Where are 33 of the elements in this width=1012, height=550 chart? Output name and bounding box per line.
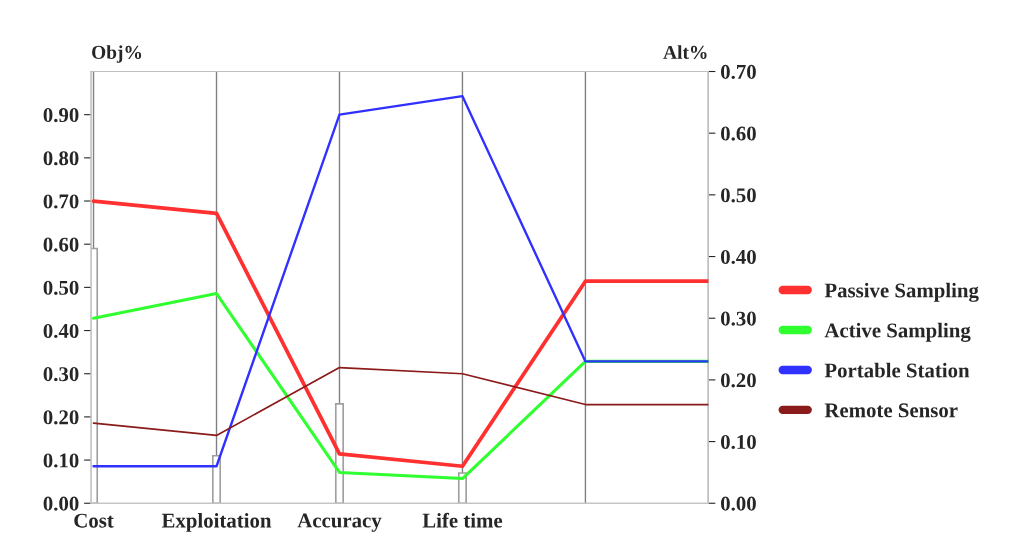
x-tick-label: Life time [422, 512, 503, 528]
line-series [92, 366, 709, 437]
y-tick-label: 0.30 [43, 367, 79, 382]
y2-tick-label: 0.50 [721, 188, 756, 203]
y-tick-label: 0.10 [43, 453, 79, 468]
bar [211, 454, 222, 504]
x-tick-label: Accuracy [297, 513, 382, 532]
y2-tick-label: 0.00 [721, 496, 756, 511]
y-tick-label: 0.90 [43, 108, 79, 123]
y2-tick-label: 0.30 [721, 311, 756, 326]
y2-tick-label: 0.40 [721, 249, 756, 265]
y-tick-label: 0.20 [43, 410, 79, 425]
line-series [92, 94, 709, 468]
y2-tick-label: 0.60 [721, 126, 756, 141]
line-series [91, 199, 709, 469]
x-tick-label: Exploitation [161, 512, 272, 532]
legend-label: Active Sampling [824, 322, 971, 342]
y-tick-label: 0.80 [43, 151, 79, 166]
y-tick-label: 0.50 [43, 280, 79, 295]
legend-label: Portable Station [824, 362, 970, 378]
y2-tick-label: 0.20 [721, 373, 756, 388]
y-tick-label: 0.70 [43, 194, 79, 209]
x-tick-label: Cost [74, 513, 114, 528]
y2-tick-label: 0.10 [721, 434, 756, 450]
y-axis-title: Obj% [92, 45, 142, 63]
legend-label: Passive Sampling [824, 282, 979, 302]
y-tick-label: 0.40 [43, 323, 79, 339]
y2-tick-label: 0.70 [721, 64, 756, 80]
bar [334, 403, 345, 504]
legend-label: Remote Sensor [824, 403, 958, 418]
y-tick-label: 0.60 [43, 237, 79, 252]
y2-axis-title: Alt% [663, 45, 707, 59]
y-tick-label: 0.00 [43, 496, 79, 511]
